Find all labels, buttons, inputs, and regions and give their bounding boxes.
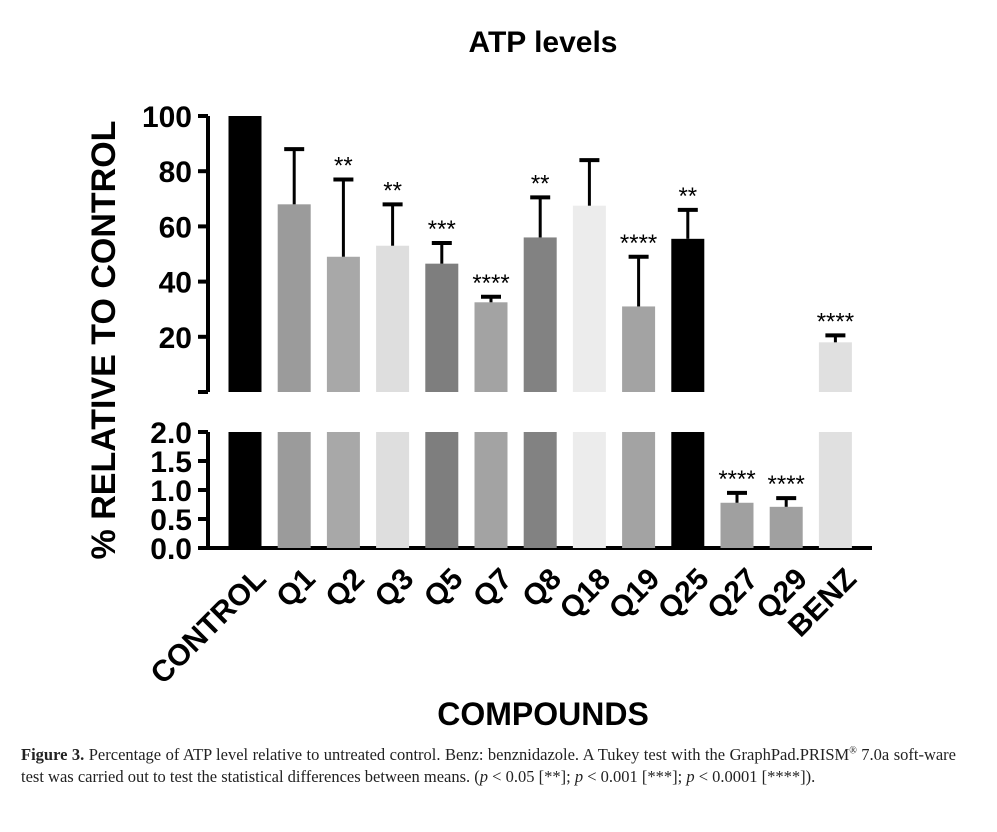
caption-label: Figure 3. xyxy=(21,745,85,764)
x-tick-label-q27: Q27 xyxy=(701,562,764,625)
x-tick-label-q25: Q25 xyxy=(652,562,715,625)
significance-label-q29: **** xyxy=(768,471,805,498)
significance-label-q5: *** xyxy=(428,216,456,243)
bar-lower-q7 xyxy=(474,432,508,548)
bar-q18 xyxy=(572,205,606,392)
bar-q1 xyxy=(277,204,311,392)
y-tick-label-lower: 1.0 xyxy=(150,475,192,508)
caption-p-value-2: < 0.001 [***]; xyxy=(587,767,683,786)
bar-q29 xyxy=(769,506,803,548)
bar-lower-q2 xyxy=(326,432,360,548)
caption-text-1: Percentage of ATP level relative to untr… xyxy=(88,745,850,764)
bar-q2 xyxy=(326,256,360,392)
bar-q27 xyxy=(720,502,754,548)
bar-q7 xyxy=(474,302,508,392)
y-tick-label-upper: 40 xyxy=(159,267,192,300)
bar-lower-control xyxy=(228,432,262,548)
caption-open-paren: ( xyxy=(474,767,480,786)
x-axis-label: COMPOUNDS xyxy=(437,696,649,732)
bar-q5 xyxy=(425,263,459,392)
significance-label-q3: ** xyxy=(383,177,402,204)
caption-p-value-1: < 0.05 [**]; xyxy=(492,767,571,786)
bar-lower-q25 xyxy=(671,432,705,548)
axes-group: 20 40 60 80 100 0.00.51.01.52.0 xyxy=(142,101,872,566)
caption-p-symbol-3: p xyxy=(686,767,695,786)
bar-lower-q8 xyxy=(523,432,557,548)
x-tick-label-q7: Q7 xyxy=(467,562,519,614)
bar-lower-q19 xyxy=(622,432,656,548)
significance-label-q19: **** xyxy=(620,230,657,257)
x-tick-label-q5: Q5 xyxy=(418,562,470,614)
figure-caption: Figure 3. Percentage of ATP level relati… xyxy=(21,744,956,788)
caption-p-symbol-2: p xyxy=(574,767,584,786)
y-tick-label-upper: 60 xyxy=(159,211,192,244)
atp-bar-chart: ATP levels % RELATIVE TO CONTROL COMPOUN… xyxy=(85,26,872,732)
x-tick-label-q2: Q2 xyxy=(319,562,371,614)
bar-lower-q1 xyxy=(277,432,311,548)
y-tick-label-upper: 80 xyxy=(159,156,192,189)
significance-label-q7: **** xyxy=(472,270,509,297)
bar-lower-benz xyxy=(818,432,852,548)
x-tick-label-q19: Q19 xyxy=(603,562,666,625)
bar-benz xyxy=(818,342,852,392)
y-axis-label: % RELATIVE TO CONTROL xyxy=(85,121,123,560)
caption-text-2: 7.0a soft-ware test was carried out to t… xyxy=(21,745,957,786)
bar-lower-q18 xyxy=(572,432,606,548)
caption-p-symbol-1: p xyxy=(479,767,489,786)
bar-q19 xyxy=(622,306,656,392)
bar-q25 xyxy=(671,238,705,392)
caption-registered-mark: ® xyxy=(849,745,857,757)
bar-q3 xyxy=(376,245,410,392)
y-tick-label-lower: 0.0 xyxy=(150,533,192,566)
bars-group: *********************** ******** xyxy=(228,116,854,548)
bar-q8 xyxy=(523,237,557,392)
chart-title: ATP levels xyxy=(469,26,618,59)
x-tick-label-q3: Q3 xyxy=(369,562,421,614)
y-tick-label-lower: 2.0 xyxy=(150,417,192,450)
bar-lower-q3 xyxy=(376,432,410,548)
y-tick-label-lower: 1.5 xyxy=(150,446,192,479)
y-tick-label-upper: 100 xyxy=(142,101,192,134)
x-tick-label-q18: Q18 xyxy=(554,562,617,625)
significance-label-q8: ** xyxy=(531,170,550,197)
caption-p-value-3: < 0.0001 [****]). xyxy=(698,767,816,786)
bar-lower-q5 xyxy=(425,432,459,548)
significance-label-q25: ** xyxy=(678,183,697,210)
significance-label-benz: **** xyxy=(817,308,854,335)
y-tick-label-lower: 0.5 xyxy=(150,504,192,537)
significance-label-q27: **** xyxy=(718,466,755,493)
x-tick-label-q1: Q1 xyxy=(270,562,322,614)
bar-control xyxy=(228,116,262,392)
y-tick-label-upper: 20 xyxy=(159,322,192,355)
x-tick-label-control: CONTROL xyxy=(144,562,272,690)
significance-label-q2: ** xyxy=(334,152,353,179)
